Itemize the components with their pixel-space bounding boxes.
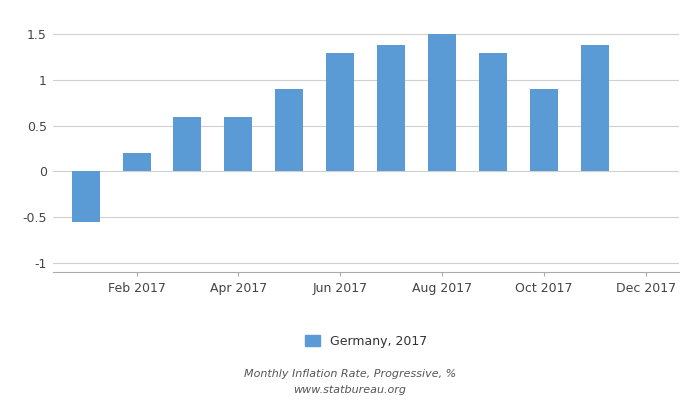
Bar: [225, 116, 253, 172]
Bar: [122, 153, 150, 172]
Text: Monthly Inflation Rate, Progressive, %: Monthly Inflation Rate, Progressive, %: [244, 369, 456, 379]
Bar: [581, 45, 609, 172]
Bar: [479, 52, 507, 172]
Bar: [428, 34, 456, 172]
Bar: [377, 45, 405, 172]
Legend: Germany, 2017: Germany, 2017: [304, 335, 427, 348]
Bar: [71, 172, 99, 222]
Bar: [174, 116, 202, 172]
Bar: [530, 89, 558, 172]
Text: www.statbureau.org: www.statbureau.org: [293, 385, 407, 395]
Bar: [275, 89, 303, 172]
Bar: [326, 52, 354, 172]
